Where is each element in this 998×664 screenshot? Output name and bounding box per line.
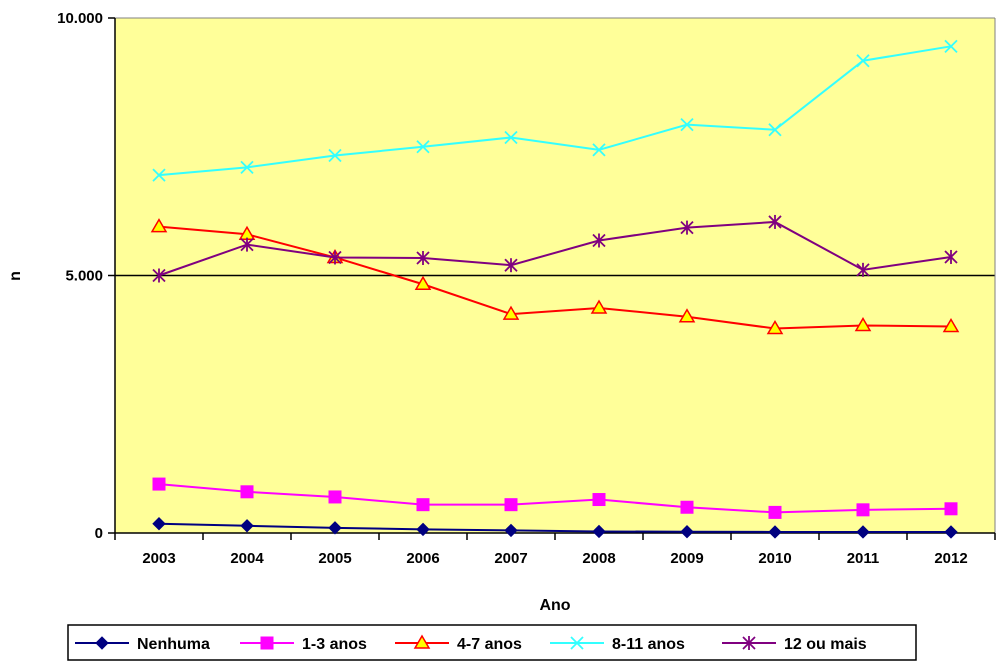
series-line-2 xyxy=(158,483,952,514)
data-point xyxy=(854,316,872,332)
data-point xyxy=(768,123,782,137)
data-point xyxy=(240,519,254,533)
data-point xyxy=(328,250,342,265)
data-point xyxy=(240,237,254,252)
legend-item: 12 ou mais xyxy=(722,636,867,653)
data-point xyxy=(592,143,606,157)
y-tick-label: 5.000 xyxy=(65,268,103,285)
data-point xyxy=(416,498,430,512)
data-point xyxy=(504,523,518,538)
series-line-1 xyxy=(158,522,951,533)
data-point xyxy=(856,503,870,517)
y-axis-ticks: 0 5.000 10.000 xyxy=(57,10,115,542)
legend-marker xyxy=(742,636,756,650)
data-point xyxy=(944,249,958,264)
data-point xyxy=(944,39,958,53)
legend-label: 1-3 anos xyxy=(302,636,367,653)
x-tick-label: 2012 xyxy=(934,550,967,567)
data-point xyxy=(944,502,958,516)
data-point xyxy=(152,517,166,531)
x-tick-label: 2004 xyxy=(230,550,264,567)
data-point xyxy=(328,148,342,163)
data-point xyxy=(768,525,782,539)
data-point xyxy=(680,220,694,235)
x-axis-ticks: 2003 2004 2005 2006 2007 2008 2009 2010 2011 2012 xyxy=(114,533,996,567)
data-point xyxy=(592,524,606,539)
data-point xyxy=(592,493,606,507)
series-line-5 xyxy=(158,220,952,277)
data-point xyxy=(328,521,342,535)
data-point xyxy=(152,268,166,283)
data-point xyxy=(766,320,784,335)
y-axis-title: n xyxy=(7,271,24,281)
data-point xyxy=(856,525,870,539)
legend: Nenhuma 1-3 anos 4-7 anos 8-11 anos 12 ou ma… xyxy=(75,634,867,653)
legend-item: Nenhuma xyxy=(75,636,210,653)
x-tick-label: 2003 xyxy=(142,550,175,567)
data-point xyxy=(504,130,518,145)
x-tick-label: 2010 xyxy=(758,550,791,567)
data-point xyxy=(414,275,432,291)
data-point xyxy=(678,308,696,323)
data-point xyxy=(856,54,870,68)
data-point xyxy=(680,500,694,514)
legend-marker xyxy=(95,636,109,650)
data-point xyxy=(240,485,254,499)
data-point xyxy=(504,498,518,512)
legend-marker xyxy=(413,634,431,649)
data-point xyxy=(502,305,520,320)
x-tick-label: 2009 xyxy=(670,550,703,567)
legend-item: 4-7 anos xyxy=(395,634,522,653)
series-line-3 xyxy=(158,225,952,330)
y-tick-label: 0 xyxy=(95,525,103,542)
data-point xyxy=(504,258,518,273)
data-point xyxy=(942,317,960,333)
data-point xyxy=(680,117,694,132)
series-group xyxy=(150,39,960,539)
data-point xyxy=(768,214,782,229)
legend-label: Nenhuma xyxy=(137,636,210,653)
legend-item: 1-3 anos xyxy=(240,636,367,653)
legend-label: 12 ou mais xyxy=(784,636,867,653)
x-tick-label: 2011 xyxy=(847,550,880,567)
data-point xyxy=(944,525,958,539)
data-point xyxy=(150,218,168,233)
x-tick-label: 2008 xyxy=(582,550,615,567)
data-point xyxy=(680,525,694,539)
data-point xyxy=(856,262,870,277)
data-point xyxy=(592,233,606,248)
x-axis-title: Ano xyxy=(539,597,570,614)
data-point xyxy=(152,477,166,491)
legend-marker xyxy=(570,636,584,650)
legend-label: 8-11 anos xyxy=(612,636,685,653)
legend-label: 4-7 anos xyxy=(457,636,522,653)
y-tick-label: 10.000 xyxy=(57,10,103,27)
series-line-4 xyxy=(158,45,952,177)
legend-item: 8-11 anos xyxy=(550,636,685,653)
x-tick-label: 2005 xyxy=(318,550,351,567)
x-tick-label: 2006 xyxy=(406,550,439,567)
data-point xyxy=(152,168,166,182)
data-point xyxy=(416,140,430,154)
legend-marker xyxy=(260,636,274,650)
data-point xyxy=(590,299,608,314)
data-point xyxy=(240,160,254,174)
x-tick-label: 2007 xyxy=(494,550,527,567)
data-point xyxy=(768,505,782,519)
data-point xyxy=(328,490,342,504)
data-point xyxy=(416,250,430,265)
data-point xyxy=(416,522,430,537)
